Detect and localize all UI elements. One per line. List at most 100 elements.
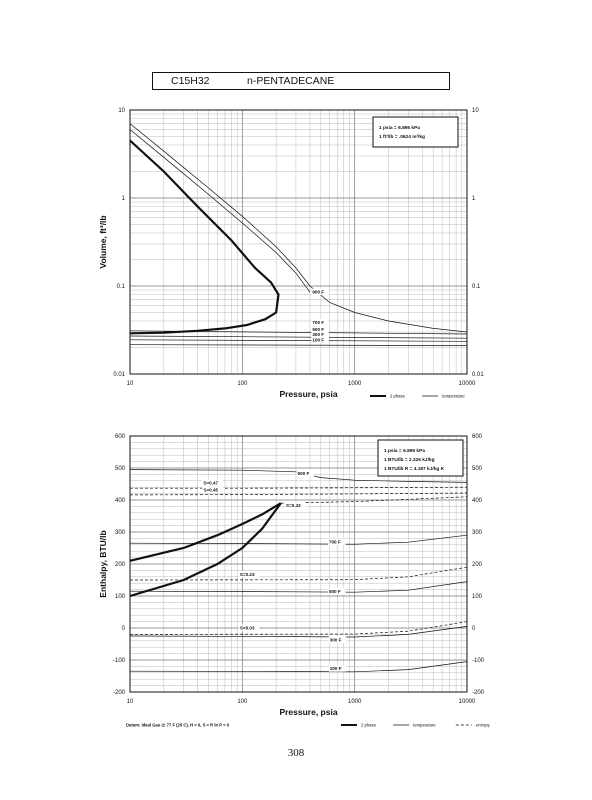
series-line bbox=[129, 626, 468, 638]
x-tick-label: 10 bbox=[127, 381, 134, 387]
legend-label: temperature bbox=[442, 394, 465, 399]
annotation-bg bbox=[238, 624, 260, 632]
y-tick-label: 100 bbox=[115, 594, 126, 600]
series-line bbox=[129, 661, 468, 673]
y-tick-label: 10 bbox=[118, 108, 125, 114]
annotation-bg bbox=[328, 636, 347, 643]
y-tick-label-right: 0.1 bbox=[472, 284, 481, 290]
series-line bbox=[129, 335, 468, 339]
y-tick-label-right: 300 bbox=[472, 530, 483, 536]
chemical-formula: C15H32 bbox=[171, 75, 210, 87]
y-axis-label: Enthalpy, BTU/lb bbox=[98, 530, 108, 597]
y-tick-label: 600 bbox=[115, 434, 126, 440]
annotation-label: S=0.47 bbox=[203, 480, 218, 485]
annotation-label: 900 F bbox=[298, 471, 310, 476]
y-tick-label-right: 1 bbox=[472, 196, 476, 202]
x-axis-label: Pressure, psia bbox=[279, 389, 337, 399]
annotation-label: 100 F bbox=[312, 337, 324, 342]
legend-label: 2 phase bbox=[390, 394, 406, 399]
y-tick-label-right: 0 bbox=[472, 626, 476, 632]
annotation-label: 100 F bbox=[330, 666, 342, 671]
footnote: Datum: Ideal Gas @ 77 F (25 C), H = 0, S… bbox=[126, 723, 230, 728]
series-line bbox=[129, 492, 468, 496]
y-tick-label: 400 bbox=[115, 498, 126, 504]
conversion-box bbox=[372, 116, 459, 148]
annotation-bg bbox=[311, 331, 329, 338]
x-tick-label: 10000 bbox=[459, 699, 476, 705]
annotation-label: S=0.43 bbox=[286, 503, 301, 508]
legend-label: 2 phase bbox=[361, 723, 377, 728]
series-line bbox=[129, 139, 280, 335]
annotation-bg bbox=[328, 665, 347, 672]
x-tick-label: 1000 bbox=[348, 381, 362, 387]
annotation-label: S=0.45 bbox=[203, 488, 218, 493]
conversion-text: 1 ft³/lb = .0624 m³/kg bbox=[379, 134, 425, 140]
y-tick-label: 0 bbox=[122, 626, 126, 632]
series-line bbox=[129, 621, 468, 635]
annotation-bg bbox=[311, 288, 329, 296]
series-line bbox=[129, 502, 282, 562]
title-box: C15H32 n-PENTADECANE bbox=[152, 72, 450, 90]
y-tick-label-right: 400 bbox=[472, 498, 483, 504]
annotation-label: S=0.23 bbox=[240, 572, 255, 577]
y-tick-label: -100 bbox=[113, 658, 126, 664]
series-line bbox=[130, 486, 468, 489]
series-line bbox=[129, 502, 282, 598]
y-tick-label: 0.1 bbox=[117, 284, 126, 290]
y-tick-label-right: 200 bbox=[472, 562, 483, 568]
y-tick-label: 300 bbox=[115, 530, 126, 536]
annotation-label: 900 F bbox=[312, 290, 324, 295]
series-line bbox=[129, 581, 468, 593]
y-tick-label-right: 0.01 bbox=[472, 372, 484, 378]
y-tick-label: 0.01 bbox=[113, 372, 125, 378]
plot-frame bbox=[129, 109, 468, 375]
enthalpy-chart: 10 100 1000 100006005004003002001000-100-20… bbox=[98, 434, 491, 728]
annotation-bg bbox=[202, 479, 223, 486]
series-line bbox=[129, 330, 468, 335]
annotation-bg bbox=[311, 336, 329, 343]
y-tick-label-right: -200 bbox=[472, 690, 485, 696]
x-tick-label: 1000 bbox=[348, 699, 362, 705]
page-number: 308 bbox=[287, 747, 305, 759]
x-tick-label: 100 bbox=[237, 699, 248, 705]
series-line bbox=[129, 123, 468, 333]
annotation-label: 500 F bbox=[329, 589, 341, 594]
annotation-label: 500 F bbox=[312, 327, 324, 332]
annotation-label: 700 F bbox=[312, 320, 324, 325]
legend-label: temperature bbox=[413, 723, 436, 728]
annotation-label: S=0.03 bbox=[240, 626, 255, 631]
y-tick-label: 200 bbox=[115, 562, 126, 568]
conversion-text: 1 psia = 6.895 kPa bbox=[379, 125, 420, 131]
x-tick-label: 10 bbox=[127, 699, 134, 705]
y-axis-label: Volume, ft³/lb bbox=[98, 215, 108, 268]
annotation-label: 300 F bbox=[312, 332, 324, 337]
annotation-bg bbox=[311, 325, 329, 333]
annotation-bg bbox=[327, 587, 346, 595]
annotation-label: 700 F bbox=[329, 540, 341, 545]
annotation-bg bbox=[296, 470, 315, 477]
y-tick-label: 1 bbox=[122, 196, 126, 202]
y-tick-label-right: 500 bbox=[472, 466, 483, 472]
conversion-text: 1 BTU/lb R = 4.187 kJ/kg K bbox=[384, 466, 445, 472]
series-line bbox=[129, 469, 468, 483]
y-tick-label-right: 100 bbox=[472, 594, 483, 600]
y-tick-label-right: 10 bbox=[472, 108, 479, 114]
legend-label: entropy bbox=[476, 723, 491, 728]
y-tick-label-right: -100 bbox=[472, 658, 485, 664]
plot-frame bbox=[129, 435, 468, 693]
y-tick-label: 500 bbox=[115, 466, 126, 472]
series-line bbox=[129, 339, 468, 342]
y-tick-label-right: 600 bbox=[472, 434, 483, 440]
volume-chart: 10 100 1000 100001010.10.011010.10.01Pressu… bbox=[98, 108, 484, 399]
y-tick-label: -200 bbox=[113, 690, 126, 696]
annotation-bg bbox=[238, 571, 260, 578]
x-tick-label: 10000 bbox=[459, 381, 476, 387]
grid bbox=[129, 110, 467, 375]
series-line bbox=[129, 344, 468, 346]
series-line bbox=[129, 129, 311, 293]
annotation-bg bbox=[327, 538, 346, 546]
annotation-bg bbox=[285, 502, 306, 509]
conversion-text: 1 BTU/lb = 2.326 kJ/kg bbox=[384, 457, 435, 463]
x-axis-label: Pressure, psia bbox=[279, 707, 337, 717]
series-line bbox=[129, 566, 468, 581]
